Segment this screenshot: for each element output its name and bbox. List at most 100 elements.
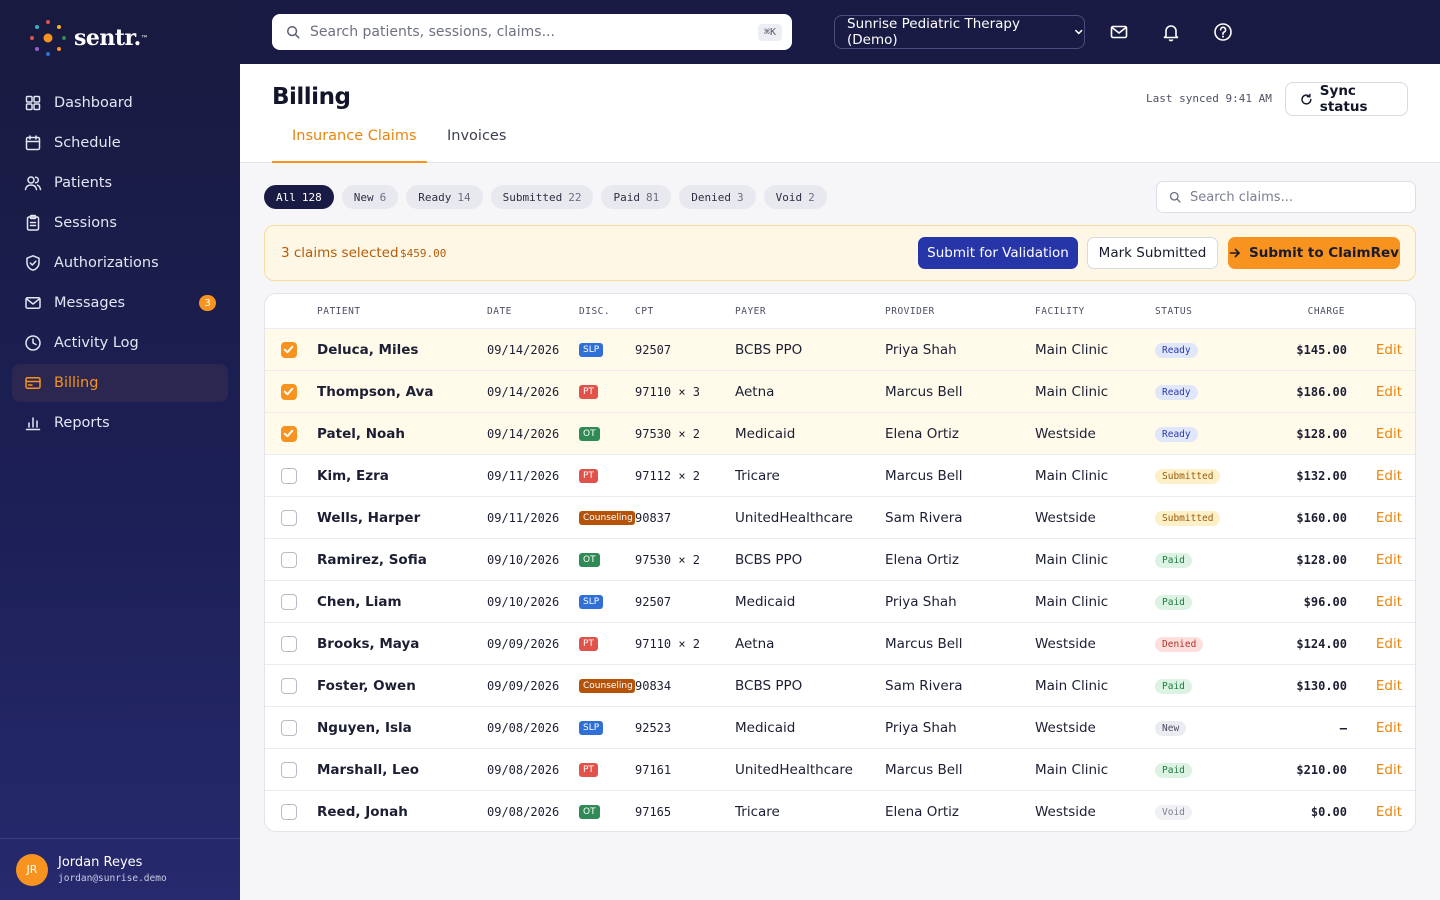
table-row[interactable]: Deluca, Miles 09/14/2026 SLP 92507 BCBS PPO P… [265, 328, 1415, 370]
table-row[interactable]: Brooks, Maya 09/09/2026 PT 97110 × 2 Aetna Ma… [265, 622, 1415, 664]
tab-insurance-claims[interactable]: Insurance Claims [272, 128, 427, 163]
edit-claim-link[interactable]: Edit [1375, 720, 1402, 736]
patient-name[interactable]: Patel, Noah [317, 426, 406, 442]
row-checkbox[interactable] [281, 342, 297, 358]
row-checkbox[interactable] [281, 552, 297, 568]
row-checkbox[interactable] [281, 384, 297, 400]
bell-icon[interactable] [1161, 22, 1181, 42]
table-row[interactable]: Foster, Owen 09/09/2026 Counseling 90834 BCB… [265, 664, 1415, 706]
header-facility[interactable]: FACILITY [1035, 306, 1085, 317]
header-cpt[interactable]: CPT [635, 306, 654, 317]
edit-claim-link[interactable]: Edit [1375, 636, 1402, 652]
submit-to-claimrev-button[interactable]: Submit to ClaimRev [1228, 237, 1400, 269]
sidebar-item-billing[interactable]: Billing [12, 364, 228, 402]
sidebar-item-dashboard[interactable]: Dashboard [12, 84, 228, 122]
patient-name[interactable]: Brooks, Maya [317, 636, 420, 652]
patient-name[interactable]: Chen, Liam [317, 594, 402, 610]
header-discipline[interactable]: DISC. [579, 306, 611, 317]
edit-claim-link[interactable]: Edit [1375, 510, 1402, 526]
row-checkbox[interactable] [281, 762, 297, 778]
table-row[interactable]: Nguyen, Isla 09/08/2026 SLP 92523 Medicaid Pr… [265, 706, 1415, 748]
dashboard-icon [25, 95, 41, 111]
discipline-cell: PT [579, 371, 598, 413]
table-row[interactable]: Marshall, Leo 09/08/2026 PT 97161 UnitedHeal… [265, 748, 1415, 791]
row-checkbox[interactable] [281, 804, 297, 820]
header-charge[interactable]: CHARGE [1307, 306, 1345, 317]
mark-submitted-button[interactable]: Mark Submitted [1087, 237, 1218, 269]
unread-badge: 3 [199, 295, 216, 311]
filter-chip-label: Denied [691, 190, 731, 204]
filter-chip-void[interactable]: Void 2 [763, 185, 827, 209]
status-cell: Submitted [1155, 455, 1221, 497]
table-row[interactable]: Patel, Noah 09/14/2026 OT 97530 × 2 Medicaid… [265, 412, 1415, 454]
edit-claim-link[interactable]: Edit [1375, 762, 1402, 778]
row-checkbox[interactable] [281, 426, 297, 442]
sync-status-button[interactable]: Sync status [1285, 82, 1408, 116]
provider-name: Marcus Bell [885, 468, 963, 484]
sidebar-item-authorizations[interactable]: Authorizations [12, 244, 228, 282]
edit-claim-link[interactable]: Edit [1375, 678, 1402, 694]
row-checkbox[interactable] [281, 720, 297, 736]
header-patient[interactable]: PATIENT [317, 306, 361, 317]
mail-icon[interactable] [1109, 22, 1129, 42]
edit-claim-link[interactable]: Edit [1375, 594, 1402, 610]
filter-chip-denied[interactable]: Denied 3 [679, 185, 756, 209]
patient-name[interactable]: Foster, Owen [317, 678, 416, 694]
header-status[interactable]: STATUS [1155, 306, 1193, 317]
sidebar-item-sessions[interactable]: Sessions [12, 204, 228, 242]
table-row[interactable]: Chen, Liam 09/10/2026 SLP 92507 Medicaid Priy… [265, 580, 1415, 622]
user-profile[interactable]: JR Jordan Reyes jordan@sunrise.demo [0, 838, 240, 900]
sidebar-item-schedule[interactable]: Schedule [12, 124, 228, 162]
tab-invoices[interactable]: Invoices [447, 128, 527, 163]
edit-claim-link[interactable]: Edit [1375, 552, 1402, 568]
header-date[interactable]: DATE [487, 306, 512, 317]
cpt-code: 97112 × 2 [635, 469, 701, 483]
sidebar-item-label: Sessions [54, 215, 117, 231]
filter-chip-ready[interactable]: Ready 14 [406, 185, 483, 209]
filter-chip-paid[interactable]: Paid 81 [601, 185, 672, 209]
edit-claim-link[interactable]: Edit [1375, 468, 1402, 484]
filter-chip-all[interactable]: All 128 [264, 185, 334, 209]
organization-switcher[interactable]: Sunrise Pediatric Therapy (Demo) [834, 15, 1085, 49]
sidebar-item-activity-log[interactable]: Activity Log [12, 324, 228, 362]
filter-chip-submitted[interactable]: Submitted 22 [490, 185, 594, 209]
charge-amount: $0.00 [1310, 805, 1347, 819]
patient-name[interactable]: Reed, Jonah [317, 804, 408, 820]
row-checkbox[interactable] [281, 594, 297, 610]
sidebar-item-patients[interactable]: Patients [12, 164, 228, 202]
claims-search-input[interactable]: Search claims... [1156, 181, 1416, 213]
filter-chip-new[interactable]: New 6 [341, 185, 399, 209]
patient-name[interactable]: Marshall, Leo [317, 762, 420, 778]
edit-claim-link[interactable]: Edit [1375, 384, 1402, 400]
discipline-cell: PT [579, 749, 598, 791]
header-provider[interactable]: PROVIDER [885, 306, 935, 317]
sidebar-item-reports[interactable]: Reports [12, 404, 228, 442]
row-checkbox[interactable] [281, 510, 297, 526]
patient-name[interactable]: Thompson, Ava [317, 384, 434, 400]
status-cell: Ready [1155, 371, 1198, 413]
cpt-code: 90834 [635, 679, 672, 693]
sidebar-item-messages[interactable]: Messages 3 [12, 284, 228, 322]
submit-for-validation-button[interactable]: Submit for Validation [918, 237, 1078, 269]
brand-logo[interactable]: sentr. ™ [28, 18, 149, 58]
patient-name[interactable]: Deluca, Miles [317, 342, 419, 358]
patient-name[interactable]: Nguyen, Isla [317, 720, 412, 736]
row-checkbox[interactable] [281, 678, 297, 694]
patient-name[interactable]: Wells, Harper [317, 510, 421, 526]
header-payer[interactable]: PAYER [735, 306, 767, 317]
row-checkbox[interactable] [281, 468, 297, 484]
table-row[interactable]: Reed, Jonah 09/08/2026 OT 97165 Tricare Elena… [265, 790, 1415, 831]
table-row[interactable]: Kim, Ezra 09/11/2026 PT 97112 × 2 Tricare Mar… [265, 454, 1415, 497]
edit-claim-link[interactable]: Edit [1375, 426, 1402, 442]
table-row[interactable]: Ramirez, Sofia 09/10/2026 OT 97530 × 2 BCBS … [265, 538, 1415, 580]
table-row[interactable]: Wells, Harper 09/11/2026 Counseling 90837 Un… [265, 496, 1415, 538]
edit-claim-link[interactable]: Edit [1375, 342, 1402, 358]
row-checkbox[interactable] [281, 636, 297, 652]
patient-name[interactable]: Kim, Ezra [317, 468, 389, 484]
patient-name[interactable]: Ramirez, Sofia [317, 552, 427, 568]
edit-claim-link[interactable]: Edit [1375, 804, 1402, 820]
help-icon[interactable] [1213, 22, 1233, 42]
search-icon [287, 26, 300, 39]
global-search-input[interactable]: Search patients, sessions, claims... ⌘K [272, 14, 792, 50]
table-row[interactable]: Thompson, Ava 09/14/2026 PT 97110 × 3 Aetna M… [265, 370, 1415, 413]
